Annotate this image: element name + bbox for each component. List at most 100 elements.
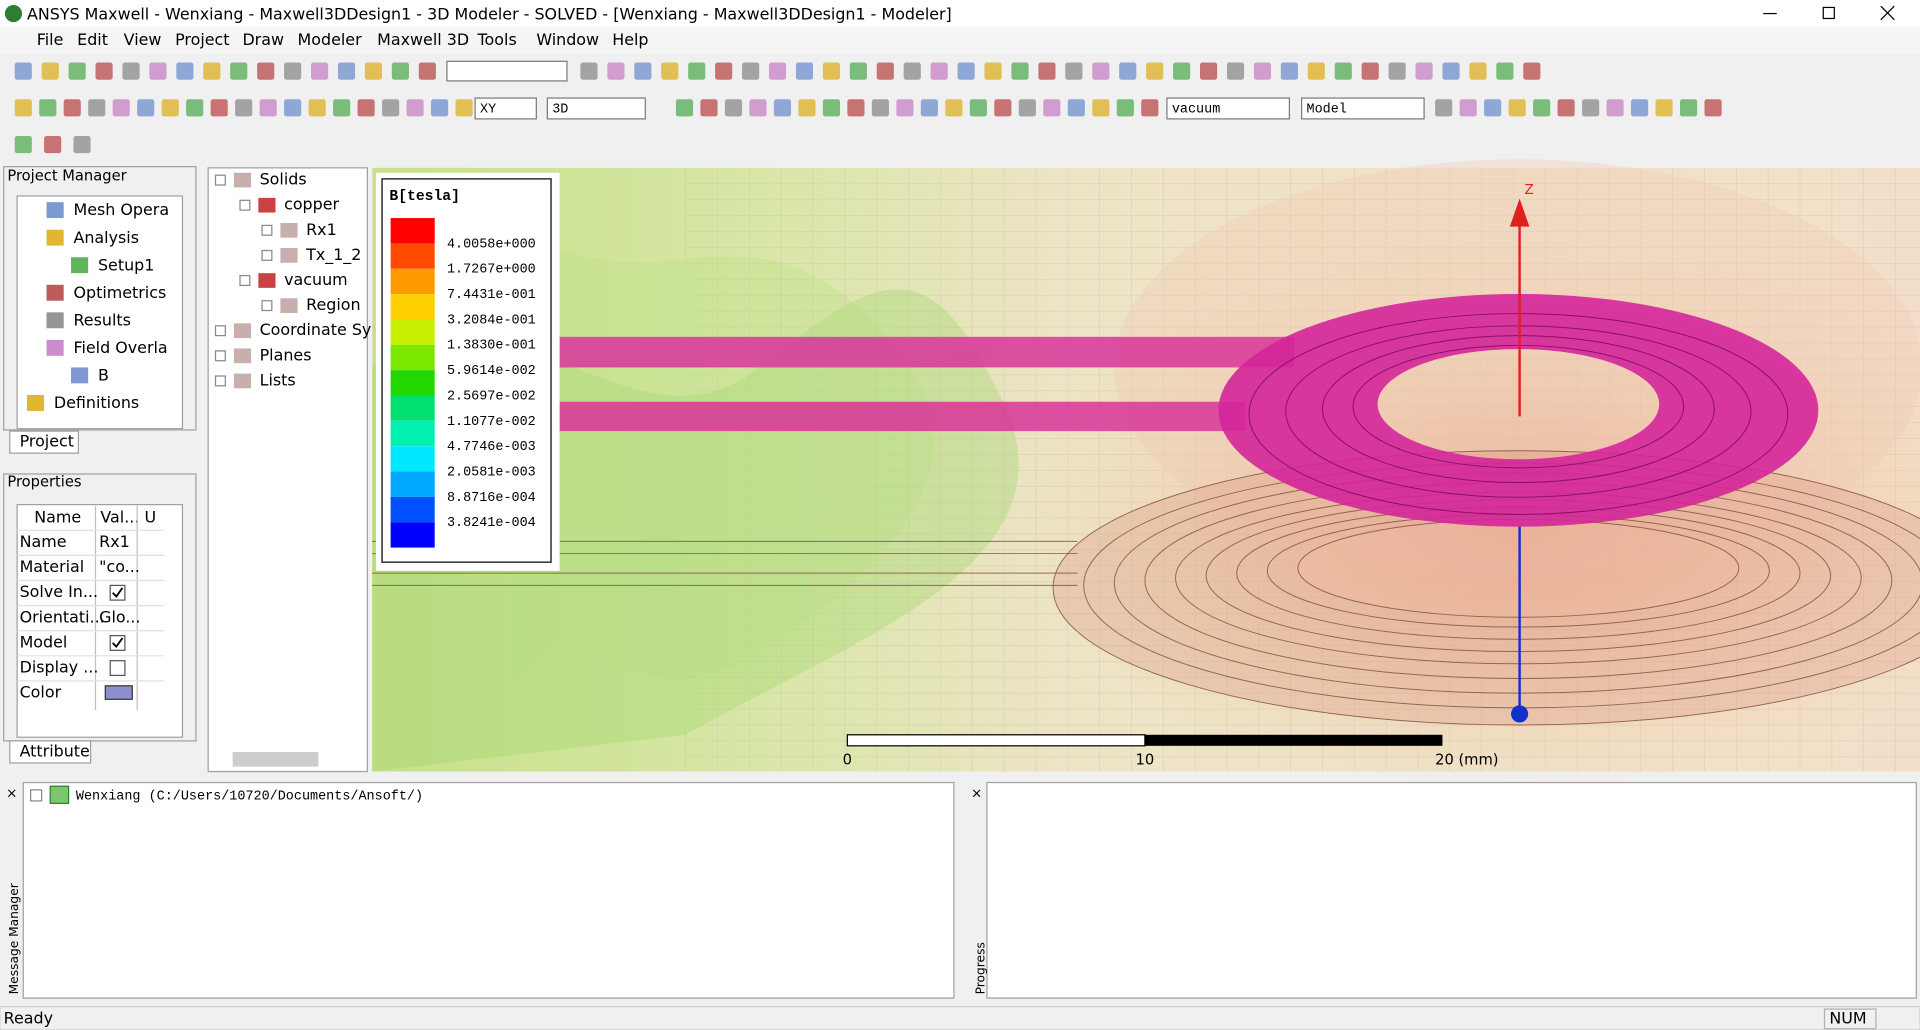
toolbar-button[interactable] bbox=[41, 62, 59, 80]
expand-toggle[interactable] bbox=[214, 325, 226, 337]
toolbar-button[interactable] bbox=[724, 99, 743, 117]
dropdown[interactable] bbox=[546, 97, 646, 120]
toolbar-button[interactable] bbox=[795, 62, 814, 80]
toolbar-button[interactable] bbox=[1496, 62, 1514, 80]
toolbar-button[interactable] bbox=[969, 99, 987, 117]
toolbar-button[interactable] bbox=[1533, 99, 1551, 117]
toolbar-button[interactable] bbox=[14, 62, 32, 80]
scrollbar[interactable] bbox=[232, 751, 319, 767]
toolbar-button[interactable] bbox=[1200, 62, 1218, 80]
tree-item[interactable]: Lists bbox=[260, 370, 296, 389]
toolbar-button[interactable] bbox=[1508, 99, 1526, 117]
plane-dropdown[interactable]: XY bbox=[480, 103, 496, 118]
project-tab[interactable]: Project bbox=[20, 432, 74, 451]
toolbar-button[interactable] bbox=[337, 62, 356, 80]
tree-item[interactable]: Region bbox=[306, 295, 360, 314]
tree-item[interactable]: Optimetrics bbox=[73, 283, 166, 302]
toolbar-button[interactable] bbox=[257, 62, 275, 80]
toolbar-button[interactable] bbox=[210, 99, 228, 117]
toolbar-button[interactable] bbox=[984, 62, 1002, 80]
toolbar-button[interactable] bbox=[1018, 99, 1036, 117]
toolbar-button[interactable] bbox=[1280, 62, 1298, 80]
toolbar-button[interactable] bbox=[14, 99, 32, 117]
toolbar-button[interactable] bbox=[44, 136, 62, 154]
toolbar-button[interactable] bbox=[1606, 99, 1624, 117]
window-controls[interactable] bbox=[1763, 5, 1895, 21]
toolbar-button[interactable] bbox=[1092, 62, 1110, 80]
toolbar-button[interactable] bbox=[1361, 62, 1379, 80]
toolbar-button[interactable] bbox=[1631, 99, 1649, 117]
expand-toggle[interactable] bbox=[214, 174, 226, 186]
toolbar-button[interactable] bbox=[14, 136, 32, 154]
toolbar-button[interactable] bbox=[1173, 62, 1191, 80]
toolbar-button[interactable] bbox=[896, 99, 914, 117]
toolbar-button[interactable] bbox=[1469, 62, 1487, 80]
toolbar-button[interactable] bbox=[849, 62, 867, 80]
tree-item[interactable]: Coordinate Sy bbox=[260, 320, 372, 339]
toolbar-button[interactable] bbox=[1119, 62, 1137, 80]
menu-item[interactable]: Window bbox=[536, 30, 599, 49]
toolbar-button[interactable] bbox=[1065, 62, 1083, 80]
close-button[interactable]: × bbox=[971, 787, 982, 802]
toolbar-button[interactable] bbox=[634, 62, 652, 80]
toolbar-button[interactable] bbox=[308, 99, 326, 117]
toolbar-button[interactable] bbox=[1435, 99, 1453, 117]
toolbar-button[interactable] bbox=[822, 62, 840, 80]
expand-toggle[interactable] bbox=[30, 789, 43, 802]
toolbar-button[interactable] bbox=[661, 62, 679, 80]
toolbar-button[interactable] bbox=[382, 99, 400, 117]
model-dropdown[interactable]: Model bbox=[1307, 103, 1347, 118]
toolbar-button[interactable] bbox=[1146, 62, 1164, 80]
expand-toggle[interactable] bbox=[239, 275, 251, 287]
toolbar-button[interactable] bbox=[930, 62, 948, 80]
tree-item[interactable]: B bbox=[98, 366, 109, 385]
menu-item[interactable]: Draw bbox=[242, 30, 284, 49]
toolbar-button[interactable] bbox=[1459, 99, 1477, 117]
tree-item[interactable]: Rx1 bbox=[306, 220, 337, 239]
expand-toggle[interactable] bbox=[214, 350, 226, 362]
expand-toggle[interactable] bbox=[261, 224, 273, 236]
toolbar-button[interactable] bbox=[688, 62, 706, 80]
tree-item[interactable]: Tx_1_2 bbox=[305, 245, 361, 265]
toolbar-button[interactable] bbox=[235, 99, 253, 117]
toolbar-button[interactable] bbox=[284, 99, 302, 117]
toolbar-button[interactable] bbox=[1388, 62, 1406, 80]
toolbar-button[interactable] bbox=[1680, 99, 1698, 117]
toolbar-button[interactable] bbox=[161, 99, 179, 117]
checkbox[interactable] bbox=[109, 584, 126, 601]
toolbar-button[interactable] bbox=[749, 99, 767, 117]
expand-toggle[interactable] bbox=[239, 199, 251, 211]
menu-item[interactable]: Tools bbox=[477, 30, 517, 49]
menu-item[interactable]: Edit bbox=[77, 30, 108, 49]
toolbar-button[interactable] bbox=[1226, 62, 1245, 80]
menu-item[interactable]: Maxwell 3D bbox=[377, 30, 469, 49]
toolbar-button[interactable] bbox=[311, 62, 329, 80]
toolbar-button[interactable] bbox=[1038, 62, 1056, 80]
toolbar-button[interactable] bbox=[95, 62, 113, 80]
toolbar-button[interactable] bbox=[1442, 62, 1460, 80]
toolbar-button[interactable] bbox=[822, 99, 840, 117]
toolbar-button[interactable] bbox=[580, 62, 598, 80]
menu-item[interactable]: View bbox=[124, 30, 162, 49]
dropdown[interactable] bbox=[474, 97, 537, 120]
toolbar-button[interactable] bbox=[333, 99, 351, 117]
toolbar-button[interactable] bbox=[1141, 99, 1159, 117]
expand-toggle[interactable] bbox=[261, 300, 273, 312]
toolbar-button[interactable] bbox=[68, 62, 86, 80]
tree-item[interactable]: Definitions bbox=[54, 393, 139, 412]
toolbar-button[interactable] bbox=[1011, 62, 1029, 80]
toolbar-button[interactable] bbox=[607, 62, 625, 80]
expand-toggle[interactable] bbox=[261, 249, 273, 261]
attribute-tab[interactable]: Attribute bbox=[20, 741, 90, 760]
toolbar-button[interactable] bbox=[675, 99, 694, 117]
toolbar-button[interactable] bbox=[284, 62, 302, 80]
toolbar-button[interactable] bbox=[391, 62, 409, 80]
close-button[interactable]: × bbox=[6, 787, 17, 802]
toolbar-button[interactable] bbox=[259, 99, 277, 117]
toolbar-button[interactable] bbox=[1067, 99, 1085, 117]
toolbar-button[interactable] bbox=[945, 99, 963, 117]
toolbar-button[interactable] bbox=[871, 99, 889, 117]
menu-item[interactable]: Project bbox=[175, 30, 229, 49]
toolbar-button[interactable] bbox=[957, 62, 975, 80]
toolbar-button[interactable] bbox=[1523, 62, 1541, 80]
